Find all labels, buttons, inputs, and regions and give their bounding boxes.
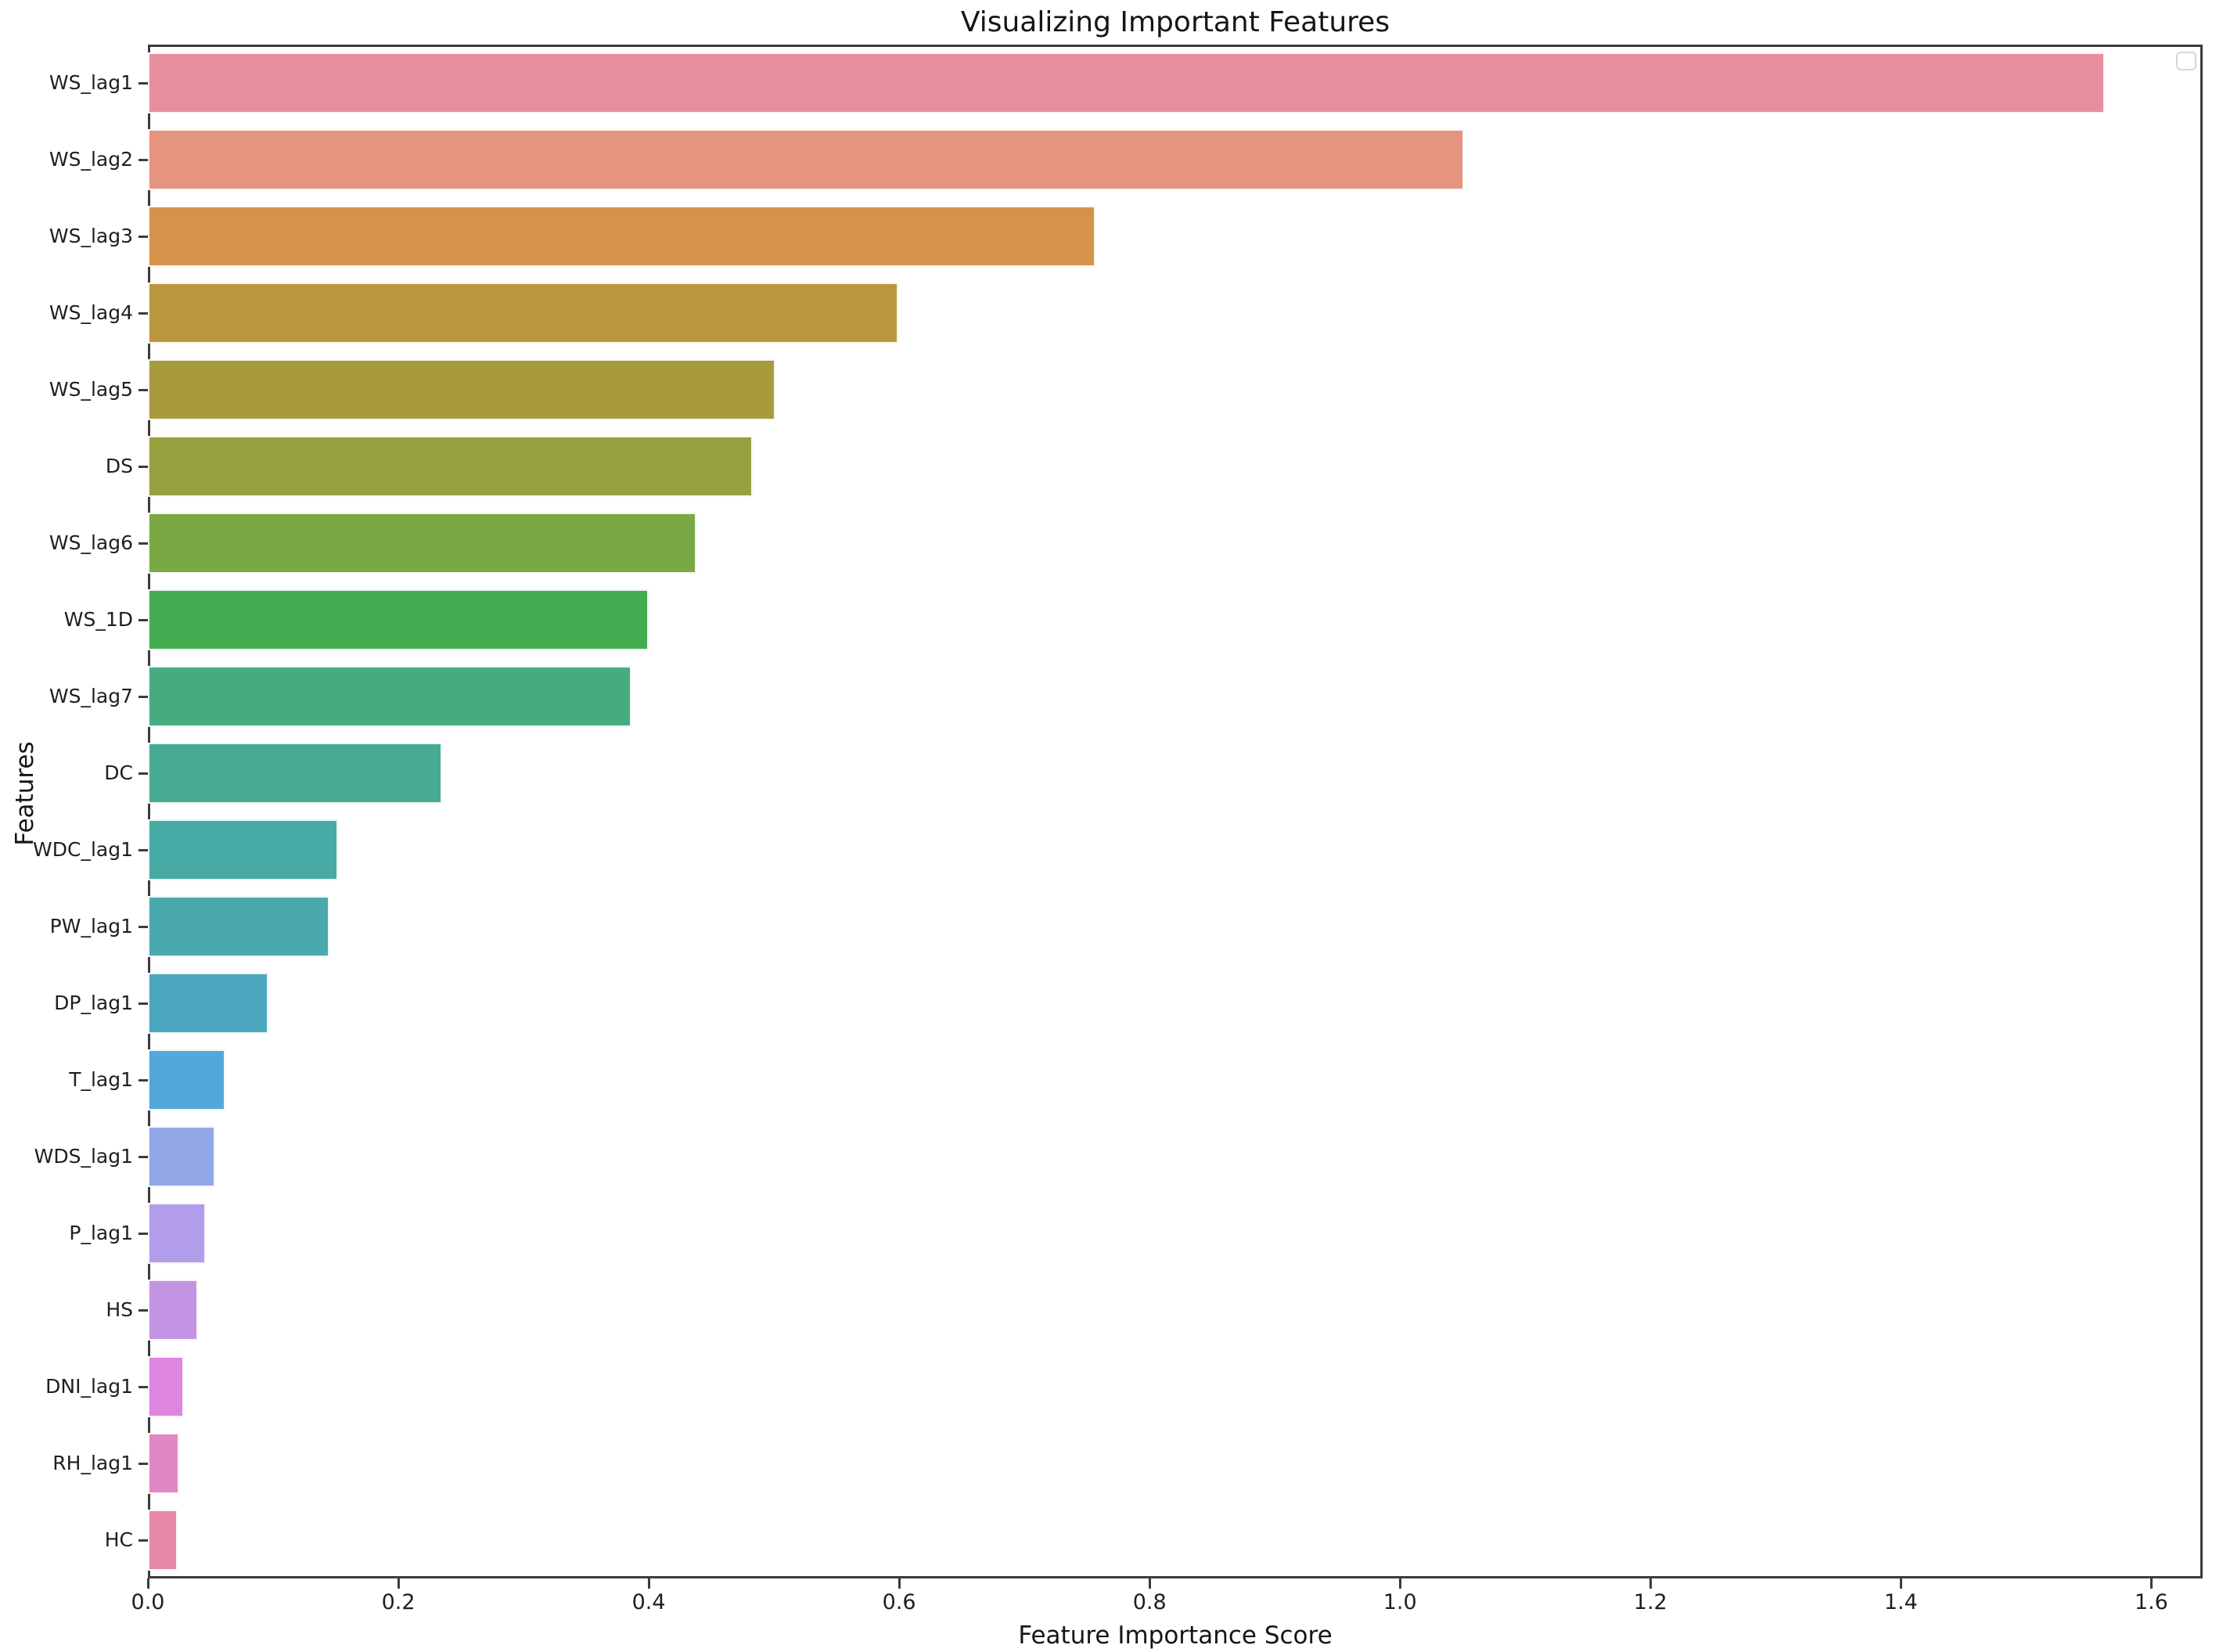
bar-WS_1D <box>148 588 649 651</box>
y-tick-mark <box>138 925 148 928</box>
y-tick-label: WS_lag3 <box>49 225 133 247</box>
y-tick-label: PW_lag1 <box>49 915 133 938</box>
y-tick-mark <box>138 1232 148 1235</box>
x-tick-label: 1.4 <box>1883 1590 1918 1614</box>
x-tick-mark <box>1148 1578 1151 1589</box>
x-tick-label: 1.0 <box>1383 1590 1417 1614</box>
y-tick-label: WS_1D <box>63 608 133 631</box>
y-tick-mark <box>138 465 148 468</box>
x-tick-mark <box>1398 1578 1401 1589</box>
y-axis-label: Features <box>11 741 39 846</box>
x-tick-label: 0.4 <box>631 1590 666 1614</box>
bar-WS_lag5 <box>148 358 775 421</box>
y-tick-mark <box>138 1002 148 1005</box>
y-tick-label: WDS_lag1 <box>34 1145 133 1168</box>
y-tick-mark <box>138 81 148 85</box>
y-tick-mark <box>138 1155 148 1158</box>
bar-RH_lag1 <box>148 1432 179 1495</box>
y-tick-label: T_lag1 <box>69 1068 133 1091</box>
bar-WS_lag2 <box>148 128 1464 191</box>
bar-HS <box>148 1279 198 1341</box>
bar-WS_lag1 <box>148 52 2106 114</box>
bar-DNI_lag1 <box>148 1355 185 1418</box>
y-tick-label: WS_lag1 <box>49 71 133 94</box>
y-tick-mark <box>138 618 148 621</box>
y-tick-label: WS_lag4 <box>49 301 133 324</box>
x-tick-label: 0.2 <box>381 1590 415 1614</box>
y-tick-label: WS_lag5 <box>49 378 133 401</box>
y-tick-label: HS <box>106 1298 133 1321</box>
x-tick-label: 0.6 <box>882 1590 916 1614</box>
y-tick-mark <box>138 158 148 161</box>
y-tick-mark <box>138 542 148 545</box>
bar-DP_lag1 <box>148 972 268 1035</box>
x-tick-mark <box>647 1578 650 1589</box>
y-tick-label: RH_lag1 <box>52 1452 133 1474</box>
y-tick-mark <box>138 388 148 391</box>
x-tick-label: 1.6 <box>2134 1590 2168 1614</box>
x-tick-mark <box>897 1578 901 1589</box>
y-tick-mark <box>138 695 148 698</box>
y-tick-label: DNI_lag1 <box>45 1375 133 1398</box>
x-tick-mark <box>397 1578 400 1589</box>
y-tick-label: P_lag1 <box>69 1222 133 1244</box>
legend-box <box>2176 52 2196 70</box>
bar-WS_lag4 <box>148 282 898 344</box>
bar-WDC_lag1 <box>148 819 339 881</box>
y-tick-mark <box>138 311 148 315</box>
y-tick-mark <box>138 1078 148 1082</box>
x-tick-mark <box>2149 1578 2153 1589</box>
y-tick-mark <box>138 1462 148 1465</box>
y-tick-label: DP_lag1 <box>54 992 133 1014</box>
bar-WDS_lag1 <box>148 1125 216 1188</box>
bar-WS_lag7 <box>148 665 631 728</box>
y-tick-mark <box>138 772 148 775</box>
bar-HC <box>148 1509 178 1571</box>
x-tick-label: 0.8 <box>1132 1590 1167 1614</box>
bar-WS_lag6 <box>148 512 696 574</box>
x-tick-mark <box>1899 1578 1902 1589</box>
x-tick-label: 0.0 <box>131 1590 165 1614</box>
bar-T_lag1 <box>148 1049 226 1111</box>
bar-WS_lag3 <box>148 205 1096 268</box>
y-tick-mark <box>138 1385 148 1388</box>
x-tick-mark <box>146 1578 149 1589</box>
y-tick-label: WDC_lag1 <box>33 838 133 861</box>
bar-P_lag1 <box>148 1202 206 1265</box>
y-tick-mark <box>138 848 148 851</box>
y-tick-label: DC <box>104 761 133 784</box>
x-axis-label: Feature Importance Score <box>1018 1621 1333 1650</box>
y-tick-label: DS <box>105 455 133 477</box>
y-tick-label: HC <box>104 1528 133 1551</box>
y-tick-mark <box>138 1308 148 1312</box>
chart-title: Visualizing Important Features <box>960 6 1390 38</box>
y-tick-label: WS_lag7 <box>49 685 133 707</box>
y-tick-mark <box>138 1539 148 1542</box>
x-tick-label: 1.2 <box>1633 1590 1667 1614</box>
bar-DS <box>148 435 753 498</box>
y-tick-label: WS_lag2 <box>49 148 133 171</box>
y-tick-mark <box>138 235 148 238</box>
bar-DC <box>148 742 443 804</box>
x-tick-mark <box>1649 1578 1652 1589</box>
plot-area <box>148 45 2203 1578</box>
y-tick-label: WS_lag6 <box>49 531 133 554</box>
bar-PW_lag1 <box>148 895 330 958</box>
